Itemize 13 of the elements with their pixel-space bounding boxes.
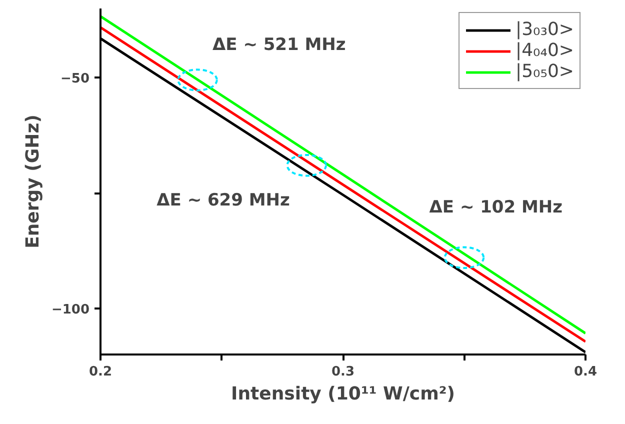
annotation: ΔE ~ 629 MHz	[156, 190, 290, 210]
annotation: ΔE ~ 102 MHz	[429, 198, 563, 218]
x-tick-label: 0.3	[331, 364, 355, 380]
y-axis-title: Energy (GHz)	[22, 114, 44, 248]
x-axis-title: Intensity (10¹¹ W/cm²)	[231, 384, 455, 404]
y-tick-label: −50	[60, 72, 90, 87]
annotation: ΔE ~ 521 MHz	[212, 35, 346, 56]
x-tick-label: 0.4	[574, 364, 598, 380]
legend-label: |3₀₃0>	[516, 19, 574, 40]
x-tick-label: 0.2	[88, 364, 112, 380]
legend-label: |5₀₅0>	[516, 61, 574, 82]
legend-label: |4₀₄0>	[516, 40, 574, 61]
y-tick-label: −100	[51, 302, 90, 318]
